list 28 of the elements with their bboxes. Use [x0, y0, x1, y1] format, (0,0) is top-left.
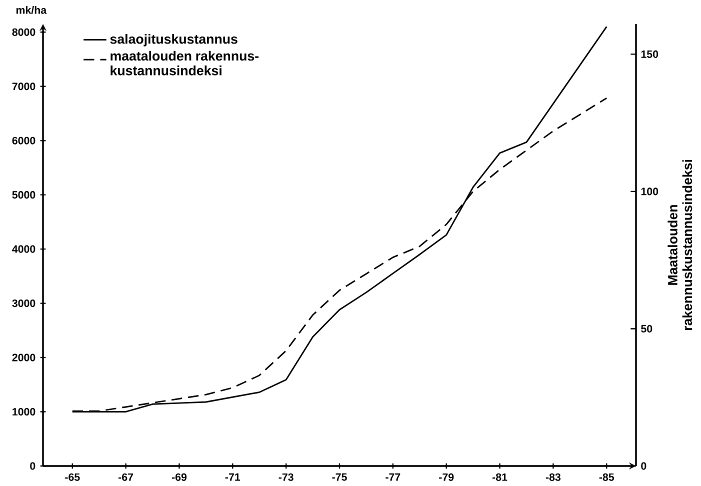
- y-tick-label: 7000: [12, 82, 36, 90]
- legend-label: maatalouden rakennus-kustannusindeksi: [110, 50, 259, 76]
- y2-tick-label: 100: [641, 188, 658, 196]
- y2-tick-label: 50: [641, 324, 652, 332]
- x-tick-label: -71: [225, 473, 240, 481]
- y2-tick-label: 150: [641, 50, 658, 58]
- y-axis-title: mk/ha: [16, 6, 47, 14]
- x-tick-label: -69: [172, 473, 187, 481]
- x-tick-label: -77: [386, 473, 400, 481]
- x-tick-label: -73: [278, 473, 294, 481]
- y-tick-label: 5000: [12, 191, 36, 199]
- x-tick-label: -79: [439, 473, 454, 481]
- y-tick-label: 2000: [12, 354, 36, 362]
- y-tick-label: 6000: [12, 136, 36, 144]
- y-tick-label: 1000: [12, 408, 36, 416]
- y-tick-label: 4000: [12, 245, 36, 253]
- x-tick-label: -81: [492, 473, 508, 481]
- y-tick-label: 3000: [12, 300, 36, 308]
- x-tick-label: -75: [332, 473, 347, 481]
- x-tick-label: -85: [599, 473, 614, 481]
- x-tick-label: -67: [118, 473, 134, 481]
- y2-tick-label: 0: [641, 462, 646, 470]
- y-tick-label: 0: [30, 462, 36, 470]
- y-tick-label: 8000: [12, 28, 36, 36]
- legend-label: salaojituskustannus: [110, 34, 238, 46]
- x-tick-label: -83: [546, 473, 561, 481]
- x-tick-label: -65: [65, 473, 80, 481]
- y2-axis-title: Maatalouden rakennuskustannusindeksi: [668, 160, 692, 330]
